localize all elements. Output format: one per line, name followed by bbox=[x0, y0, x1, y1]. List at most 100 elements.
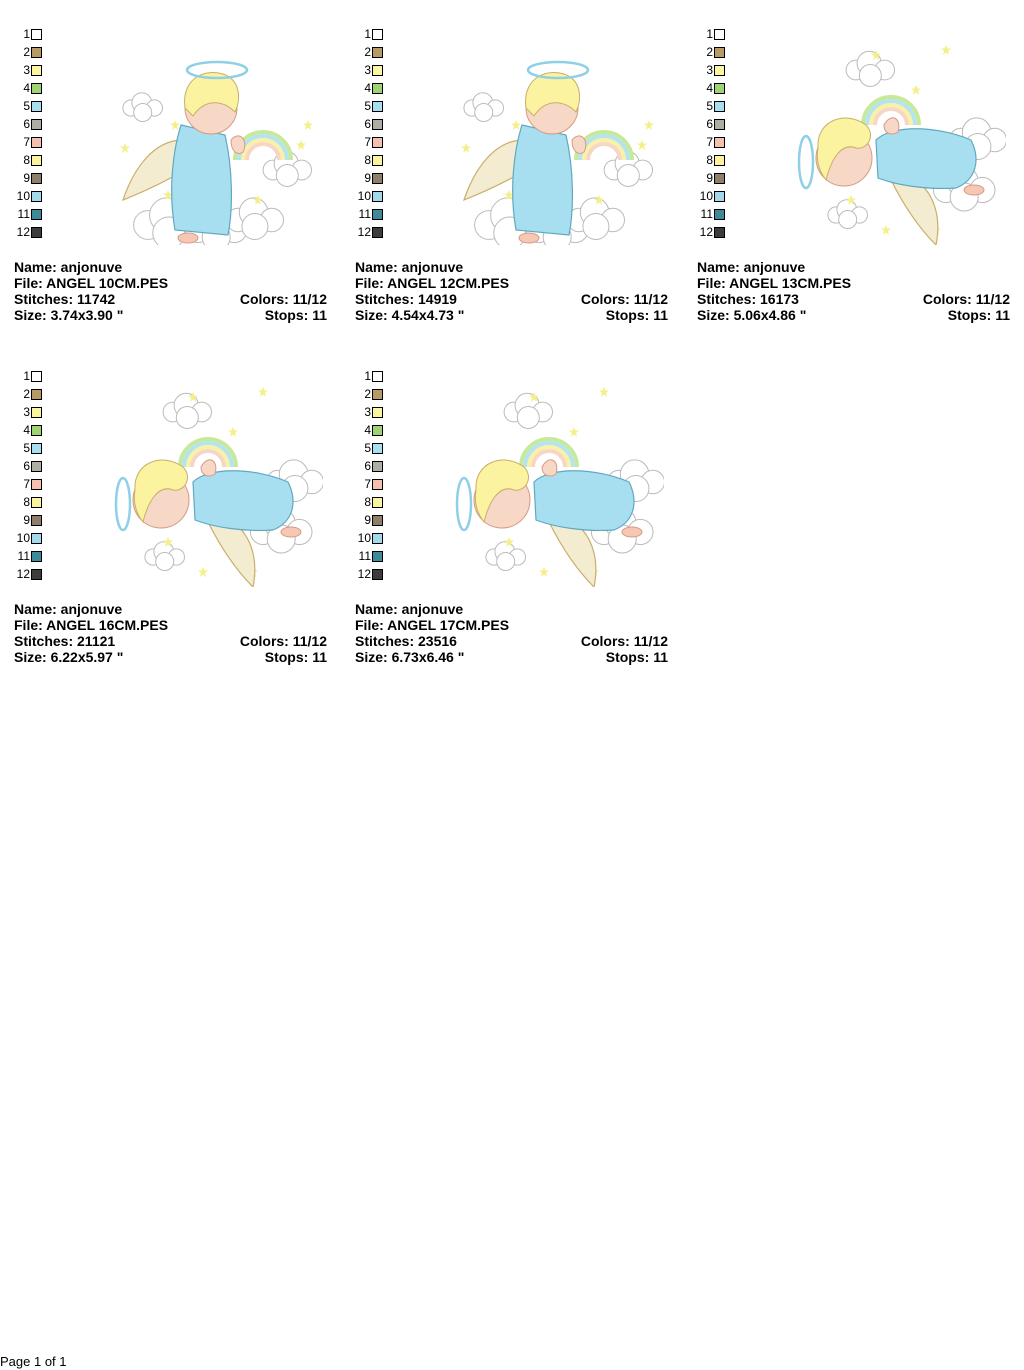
design-stitches: Stitches: 14919 bbox=[355, 291, 457, 307]
color-swatch-row: 4 bbox=[349, 79, 383, 97]
color-number: 12 bbox=[16, 567, 30, 581]
cloud-icon bbox=[162, 392, 212, 429]
color-number: 10 bbox=[357, 531, 371, 545]
color-swatch bbox=[31, 514, 42, 526]
star-icon bbox=[253, 195, 263, 205]
embroidery-preview-angel bbox=[120, 60, 313, 245]
color-number: 8 bbox=[364, 153, 371, 167]
color-swatch bbox=[714, 172, 725, 184]
color-swatch-row: 11 bbox=[8, 547, 42, 565]
design-size: Size: 6.22x5.97 " bbox=[14, 649, 124, 665]
robe-icon bbox=[512, 124, 574, 236]
color-swatch-row: 7 bbox=[349, 133, 383, 151]
hair-icon bbox=[474, 459, 529, 524]
color-number: 7 bbox=[23, 135, 30, 149]
star-icon bbox=[599, 387, 609, 397]
color-swatch-row: 4 bbox=[691, 79, 725, 97]
design-card: 1 2 3 4 5 6 7 8 9 10 11 12 Name: anjonuve File: ANG… bbox=[349, 367, 669, 672]
color-swatch bbox=[31, 442, 42, 454]
design-stops: Stops: 11 bbox=[605, 307, 668, 323]
design-colors: Colors: 11/12 bbox=[922, 291, 1010, 307]
color-swatch bbox=[714, 208, 725, 220]
halo-icon bbox=[797, 134, 815, 190]
foot-icon bbox=[518, 232, 540, 244]
design-stitches: Stitches: 21121 bbox=[14, 633, 116, 649]
design-stops: Stops: 11 bbox=[947, 307, 1010, 323]
color-swatch-row: 2 bbox=[691, 43, 725, 61]
hair-icon bbox=[133, 459, 188, 524]
color-swatch bbox=[31, 100, 42, 112]
design-colors: Colors: 11/12 bbox=[580, 291, 668, 307]
color-swatch-row: 7 bbox=[349, 475, 383, 493]
star-icon bbox=[846, 195, 856, 205]
color-swatch-row: 8 bbox=[349, 151, 383, 169]
halo-icon bbox=[185, 60, 249, 80]
color-swatch-row: 7 bbox=[8, 475, 42, 493]
color-swatch bbox=[372, 154, 383, 166]
star-icon bbox=[120, 143, 130, 153]
robe-icon bbox=[192, 470, 294, 532]
star-icon bbox=[258, 387, 268, 397]
color-swatch bbox=[31, 118, 42, 130]
star-icon bbox=[163, 190, 173, 200]
halo-icon bbox=[455, 476, 473, 532]
color-swatch bbox=[714, 82, 725, 94]
color-swatch-row: 2 bbox=[349, 43, 383, 61]
color-swatch bbox=[372, 478, 383, 490]
design-info: Name: anjonuve File: ANGEL 12CM.PES Stit… bbox=[355, 259, 668, 323]
color-swatch bbox=[31, 136, 42, 148]
color-number: 10 bbox=[16, 531, 30, 545]
color-swatch bbox=[31, 190, 42, 202]
cloud-icon bbox=[827, 199, 869, 229]
star-icon bbox=[504, 537, 514, 547]
color-swatch bbox=[714, 46, 725, 58]
color-swatch bbox=[372, 550, 383, 562]
design-card: 1 2 3 4 5 6 7 8 9 10 11 12 Name: anjonuve File: ANG… bbox=[691, 25, 1011, 330]
color-swatch-row: 3 bbox=[349, 403, 383, 421]
hands-icon bbox=[571, 135, 587, 154]
color-swatch-row: 9 bbox=[8, 169, 42, 187]
star-icon bbox=[911, 85, 921, 95]
color-number: 4 bbox=[706, 81, 713, 95]
color-swatch-list: 1 2 3 4 5 6 7 8 9 10 11 12 bbox=[8, 25, 48, 241]
color-swatch-row: 1 bbox=[8, 367, 42, 385]
color-swatch-row: 9 bbox=[349, 511, 383, 529]
design-card: 1 2 3 4 5 6 7 8 9 10 11 12 Name: anjonuve File: ANG… bbox=[349, 25, 669, 330]
color-number: 12 bbox=[357, 567, 371, 581]
color-number: 4 bbox=[23, 423, 30, 437]
color-number: 3 bbox=[23, 405, 30, 419]
color-number: 3 bbox=[364, 405, 371, 419]
design-stitches: Stitches: 23516 bbox=[355, 633, 457, 649]
color-swatch-row: 8 bbox=[349, 493, 383, 511]
color-swatch-row: 1 bbox=[691, 25, 725, 43]
color-swatch bbox=[372, 46, 383, 58]
cloud-icon bbox=[485, 541, 527, 571]
foot-icon bbox=[621, 526, 643, 538]
color-swatch-row: 6 bbox=[691, 115, 725, 133]
design-info: Name: anjonuve File: ANGEL 17CM.PES Stit… bbox=[355, 601, 668, 665]
color-swatch-row: 2 bbox=[8, 385, 42, 403]
color-swatch-row: 12 bbox=[8, 565, 42, 583]
color-number: 1 bbox=[23, 369, 30, 383]
color-number: 2 bbox=[23, 45, 30, 59]
color-swatch-row: 5 bbox=[8, 439, 42, 457]
design-colors: Colors: 11/12 bbox=[580, 633, 668, 649]
color-swatch-row: 7 bbox=[691, 133, 725, 151]
design-name: Name: anjonuve bbox=[14, 601, 123, 617]
design-info: Name: anjonuve File: ANGEL 16CM.PES Stit… bbox=[14, 601, 327, 665]
hands-icon bbox=[541, 459, 558, 477]
color-swatch-list: 1 2 3 4 5 6 7 8 9 10 11 12 bbox=[349, 25, 389, 241]
star-icon bbox=[941, 45, 951, 55]
color-swatch-row: 1 bbox=[349, 367, 383, 385]
color-number: 5 bbox=[23, 441, 30, 455]
color-swatch-row: 3 bbox=[691, 61, 725, 79]
color-swatch bbox=[31, 226, 42, 238]
design-card: 1 2 3 4 5 6 7 8 9 10 11 12 Name: anjonuve File: ANG… bbox=[8, 367, 328, 672]
color-number: 8 bbox=[23, 495, 30, 509]
color-swatch-row: 4 bbox=[349, 421, 383, 439]
color-number: 3 bbox=[364, 63, 371, 77]
design-card: 1 2 3 4 5 6 7 8 9 10 11 12 Name: anjonuve File: ANG… bbox=[8, 25, 328, 330]
star-icon bbox=[594, 195, 604, 205]
color-swatch-row: 12 bbox=[349, 565, 383, 583]
rainbow-icon bbox=[186, 445, 230, 468]
